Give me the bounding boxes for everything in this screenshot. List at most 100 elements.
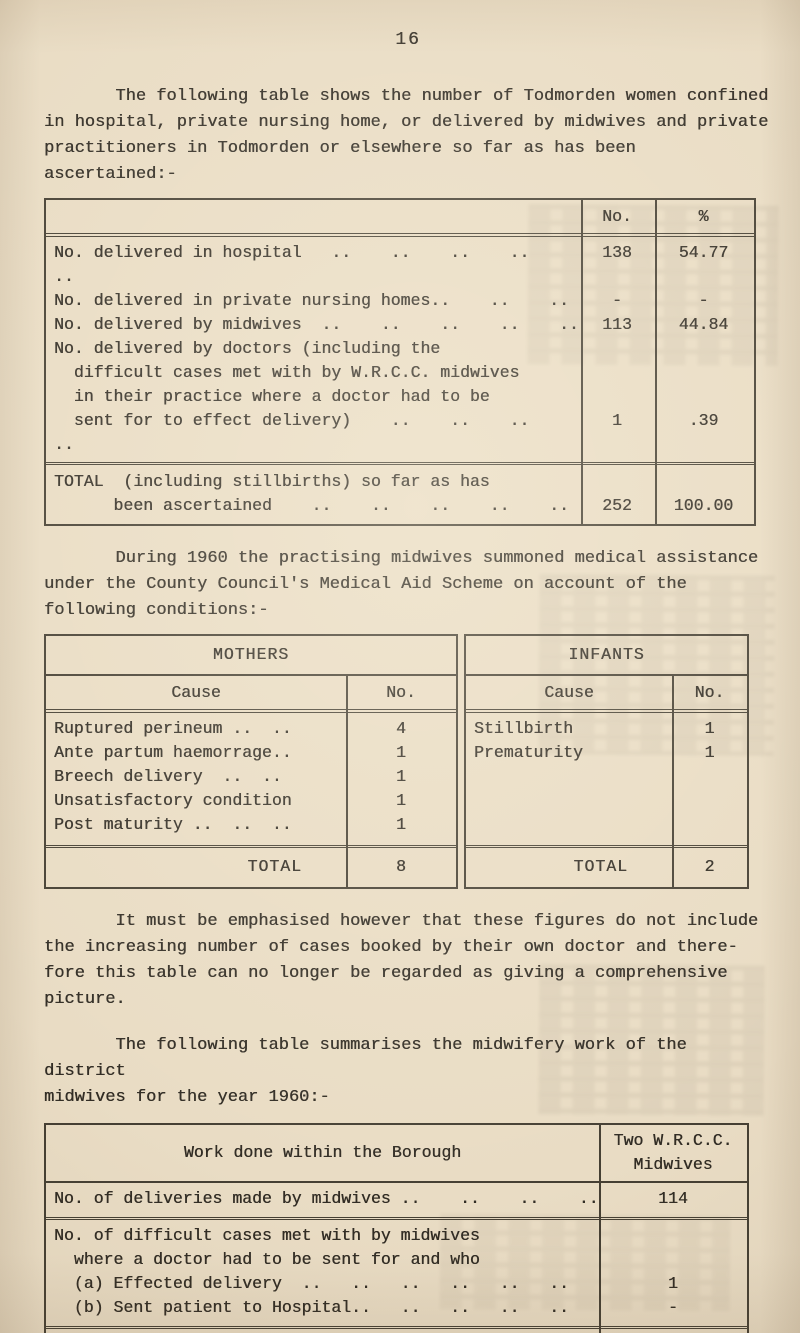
value-no: 1 bbox=[396, 815, 406, 834]
row-label: No. of difficult cases met with by midwi… bbox=[54, 1226, 480, 1245]
table-row: Post maturity .. .. .. 1 bbox=[46, 813, 456, 837]
column-header-cause: Cause bbox=[171, 683, 221, 702]
table-column-rule bbox=[346, 676, 348, 887]
table-row: (a) Effected delivery .. .. .. .. .. .. 1 bbox=[46, 1272, 747, 1296]
table-row: (b) Sent patient to Hospital.. .. .. .. … bbox=[46, 1296, 747, 1320]
medical-aid-table: MOTHERS Cause No. Ruptured perineum .. .… bbox=[44, 634, 749, 889]
value-no: - bbox=[612, 291, 622, 310]
total-label: been ascertained .. .. .. .. .. bbox=[54, 496, 569, 515]
value-percent: .39 bbox=[688, 411, 719, 430]
page-number: 16 bbox=[395, 30, 421, 50]
confinement-table-total: TOTAL (including stillbirths) so far as … bbox=[46, 462, 754, 524]
table-row: No. of deliveries made by midwives .. ..… bbox=[46, 1187, 747, 1211]
value-no: 1 bbox=[668, 1274, 678, 1293]
row-label: No. delivered in private nursing homes..… bbox=[54, 291, 569, 310]
column-header-work: Work done within the Borough bbox=[183, 1143, 462, 1162]
infants-table: INFANTS Cause No. Stillbirth 1 Prematurity… bbox=[464, 634, 749, 889]
mothers-subheader: Cause No. bbox=[46, 676, 456, 713]
emphasis-paragraph: It must be emphasised however that these… bbox=[44, 912, 759, 1009]
total-no: 252 bbox=[602, 496, 632, 515]
total-label: TOTAL bbox=[247, 857, 302, 876]
table-column-rule bbox=[672, 676, 674, 887]
table-row: Breech delivery .. .. 1 bbox=[46, 765, 456, 789]
row-label: No. delivered in hospital .. .. .. .. .. bbox=[54, 243, 569, 286]
table-row: No. of difficult cases met with by midwi… bbox=[46, 1224, 747, 1248]
cause-label: Ante partum haemorrage.. bbox=[54, 743, 292, 762]
row-label: No. delivered by midwives .. .. .. .. .. bbox=[54, 315, 579, 334]
infants-table-total: TOTAL 2 bbox=[466, 845, 747, 887]
row-label: No. of deliveries made by midwives .. ..… bbox=[54, 1189, 599, 1208]
table-row: sent for to effect delivery) .. .. .. ..… bbox=[46, 409, 754, 457]
confinement-table: No. % No. delivered in hospital .. .. ..… bbox=[44, 198, 756, 526]
row-label: No. delivered by doctors (including the bbox=[54, 339, 441, 358]
table-section: Medical aid sent for in case of (a) Moth… bbox=[46, 1326, 747, 1333]
column-header-midwives: Two W.R.C.C. Midwives bbox=[613, 1131, 733, 1174]
value-no bbox=[581, 385, 653, 409]
mothers-table-total: TOTAL 8 bbox=[46, 845, 456, 887]
table-row: in their practice where a doctor had to … bbox=[46, 385, 754, 409]
table-section: No. of deliveries made by midwives .. ..… bbox=[46, 1183, 747, 1217]
cause-label: Stillbirth bbox=[474, 719, 574, 738]
value-percent bbox=[653, 361, 754, 385]
midwifery-table-header: Work done within the Borough Two W.R.C.C… bbox=[46, 1125, 747, 1183]
table-row: Ante partum haemorrage.. 1 bbox=[46, 741, 456, 765]
cause-label: Prematurity bbox=[474, 743, 583, 762]
value-percent: 44.84 bbox=[678, 315, 729, 334]
infants-title: INFANTS bbox=[466, 636, 747, 676]
value-no: 138 bbox=[602, 243, 632, 262]
value-no bbox=[599, 1248, 747, 1272]
table-row: TOTAL (including stillbirths) so far as … bbox=[46, 470, 754, 494]
total-no bbox=[581, 470, 653, 494]
table-row: where a doctor had to be sent for and wh… bbox=[46, 1248, 747, 1272]
table-row: No. delivered in hospital .. .. .. .. ..… bbox=[46, 241, 754, 289]
value-no: 1 bbox=[396, 743, 406, 762]
value-no: 114 bbox=[658, 1189, 688, 1208]
table-row: No. delivered by midwives .. .. .. .. ..… bbox=[46, 313, 754, 337]
table-column-rule bbox=[599, 1125, 601, 1333]
table-row: Prematurity 1 bbox=[466, 741, 747, 765]
mothers-table-body: Ruptured perineum .. .. 4 Ante partum haem… bbox=[46, 713, 456, 845]
midwifery-table-body: No. of deliveries made by midwives .. ..… bbox=[46, 1183, 747, 1333]
table-row: Unsatisfactory condition 1 bbox=[46, 789, 456, 813]
column-header-no: No. bbox=[694, 683, 725, 702]
row-label: (b) Sent patient to Hospital.. .. .. .. … bbox=[54, 1298, 569, 1317]
value-no: 4 bbox=[396, 719, 406, 738]
value-no: 1 bbox=[396, 791, 406, 810]
cause-label: Post maturity .. .. .. bbox=[54, 815, 292, 834]
midwifery-table: Work done within the Borough Two W.R.C.C… bbox=[44, 1123, 749, 1333]
value-percent: 54.77 bbox=[678, 243, 729, 262]
total-value: 8 bbox=[396, 857, 406, 876]
table-row: No. delivered by doctors (including the bbox=[46, 337, 754, 361]
confinement-table-body: No. delivered in hospital .. .. .. .. ..… bbox=[46, 237, 754, 462]
cause-label: Unsatisfactory condition bbox=[54, 791, 292, 810]
total-label: TOTAL (including stillbirths) so far as … bbox=[54, 472, 490, 491]
total-value: 2 bbox=[704, 857, 715, 876]
value-no bbox=[581, 361, 653, 385]
confinement-table-header: No. % bbox=[46, 200, 754, 237]
value-no: 1 bbox=[612, 411, 622, 430]
header-spacer bbox=[46, 205, 581, 229]
table-row: Ruptured perineum .. .. 4 bbox=[46, 717, 456, 741]
value-percent bbox=[653, 337, 754, 361]
table-row: Stillbirth 1 bbox=[466, 717, 747, 741]
value-no bbox=[581, 337, 653, 361]
table-section: No. of difficult cases met with by midwi… bbox=[46, 1217, 747, 1326]
cause-label: Ruptured perineum .. .. bbox=[54, 719, 292, 738]
value-no: 1 bbox=[704, 719, 715, 738]
row-label: where a doctor had to be sent for and wh… bbox=[54, 1250, 480, 1269]
mothers-table: MOTHERS Cause No. Ruptured perineum .. .… bbox=[44, 634, 458, 889]
table-column-rule bbox=[581, 200, 583, 524]
intro-paragraph: The following table shows the number of … bbox=[44, 87, 769, 184]
row-label: difficult cases met with by W.R.C.C. mid… bbox=[54, 363, 520, 382]
medical-aid-paragraph: During 1960 the practising midwives summ… bbox=[44, 549, 759, 620]
table-row: difficult cases met with by W.R.C.C. mid… bbox=[46, 361, 754, 385]
value-no: 1 bbox=[396, 767, 406, 786]
mothers-title: MOTHERS bbox=[46, 636, 456, 676]
row-label: in their practice where a doctor had to … bbox=[54, 387, 490, 406]
infants-table-body: Stillbirth 1 Prematurity 1 bbox=[466, 713, 747, 845]
value-no bbox=[599, 1224, 747, 1248]
total-label: TOTAL bbox=[573, 857, 628, 876]
total-percent: 100.00 bbox=[673, 496, 734, 515]
